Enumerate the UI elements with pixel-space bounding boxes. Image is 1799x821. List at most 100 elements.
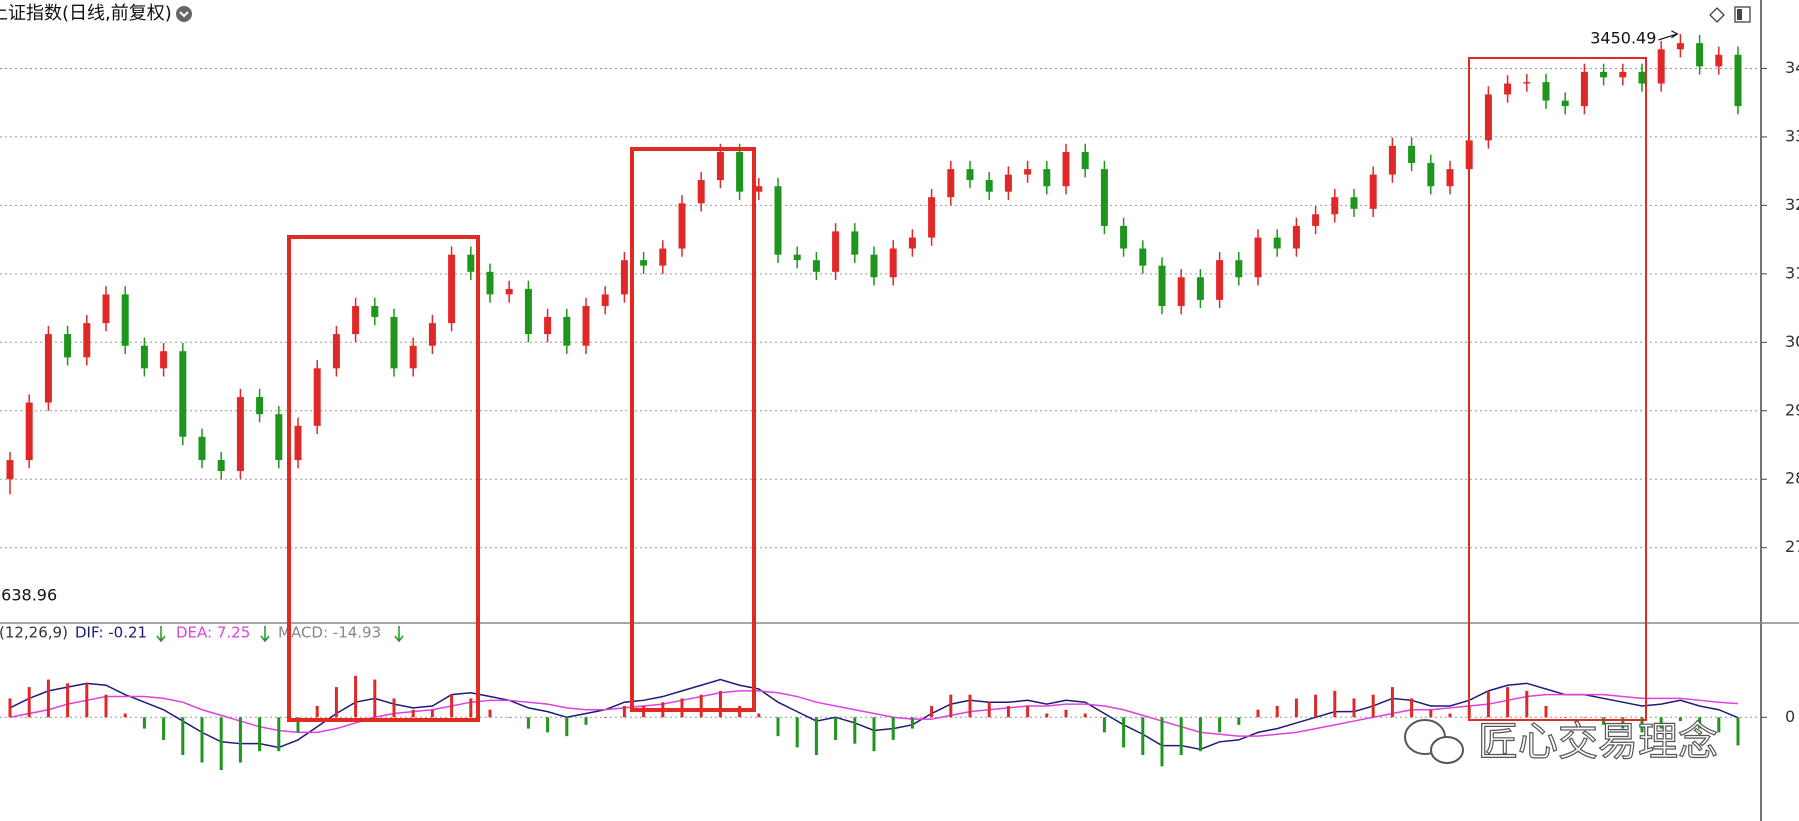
macd-bar: [1736, 717, 1740, 746]
candle-body: [736, 151, 744, 192]
macd-bar: [834, 717, 838, 740]
macd-bar: [603, 717, 607, 718]
y-tick-label: 3000: [1785, 332, 1799, 351]
legend-entry: DIF: -0.21: [75, 624, 147, 642]
candle-body: [1350, 197, 1358, 209]
macd-bar: [1352, 698, 1356, 718]
macd-bar: [162, 717, 166, 740]
macd-bar: [1640, 717, 1644, 733]
candle-body: [1504, 83, 1512, 95]
candle-body: [1561, 100, 1569, 107]
candle-body: [563, 316, 571, 346]
chart-title: 上证指数(日线,前复权): [0, 3, 172, 24]
macd-bar: [622, 705, 626, 718]
highlight-box: [287, 235, 480, 722]
y-tick-label: 2700: [1785, 537, 1799, 556]
y-tick-label: 3100: [1785, 263, 1799, 282]
macd-bar: [46, 679, 50, 718]
y-tick-label: 0: [1785, 707, 1795, 726]
macd-bar: [392, 698, 396, 718]
candle-body: [640, 260, 648, 266]
macd-bar: [776, 717, 780, 737]
macd-bar: [258, 717, 262, 752]
legend-entry: DEA: 7.25: [176, 624, 250, 642]
macd-bar: [200, 717, 204, 763]
title-menu-icon[interactable]: [176, 6, 192, 22]
y-tick-label: 2800: [1785, 469, 1799, 488]
macd-bar: [1698, 717, 1702, 729]
macd-bar: [1083, 713, 1087, 718]
panel-toggle-icon[interactable]: [1734, 6, 1751, 23]
candle-body: [121, 294, 129, 346]
candle-body: [601, 294, 609, 307]
macd-bar: [910, 717, 914, 729]
candle-body: [774, 186, 782, 255]
macd-bar: [296, 717, 300, 733]
candle-body: [1120, 225, 1128, 249]
macd-bar: [891, 717, 895, 740]
macd-bar: [1582, 717, 1586, 718]
candle-body: [1235, 260, 1243, 278]
macd-bar: [1390, 687, 1394, 718]
candle-body: [44, 334, 52, 403]
candle-body: [1676, 43, 1684, 50]
candle-body: [428, 323, 436, 346]
macd-bar: [1102, 717, 1106, 733]
macd-bar: [584, 717, 588, 725]
macd-bar: [1294, 698, 1298, 718]
candle-body: [582, 306, 590, 346]
candle-body: [1331, 197, 1339, 215]
down-arrow-icon: [394, 626, 404, 643]
macd-bar: [795, 717, 799, 748]
macd-bar: [930, 705, 934, 718]
candle-body: [1292, 225, 1300, 249]
candle-body: [486, 271, 494, 295]
macd-bar: [1717, 717, 1721, 733]
candle-body: [544, 316, 552, 335]
candle-body: [294, 425, 302, 461]
candle-body: [332, 334, 340, 369]
macd-bar: [680, 698, 684, 718]
candle-body: [1139, 248, 1147, 266]
macd-bar: [853, 717, 857, 744]
macd-bar: [1064, 709, 1068, 718]
macd-bar: [27, 687, 31, 718]
candle-body: [140, 345, 148, 369]
candle-body: [64, 334, 72, 358]
macd-bar: [1314, 694, 1318, 718]
candle-body: [467, 254, 475, 272]
y-tick-label: 3300: [1785, 126, 1799, 145]
macd-bar: [1621, 717, 1625, 729]
candle-body: [870, 254, 878, 278]
candle-body: [352, 306, 360, 335]
candle-body: [966, 169, 974, 181]
candle-body: [390, 316, 398, 369]
macd-bar: [1659, 717, 1663, 729]
macd-bar: [277, 717, 281, 752]
macd-bar: [1141, 717, 1145, 755]
candle-body: [1388, 145, 1396, 175]
max-label: 3450.49: [1590, 28, 1656, 47]
macd-bar: [565, 717, 569, 737]
candle-body: [1580, 71, 1588, 107]
macd-bar: [1371, 694, 1375, 718]
overlay: 匠心交易理念: [287, 57, 1719, 766]
candle-body: [1100, 169, 1108, 226]
legend-entry: MACD: -14.93: [278, 624, 381, 642]
macd-bar: [1198, 717, 1202, 752]
candle-body: [697, 180, 705, 204]
candle-body: [448, 254, 456, 324]
macd-bar: [1160, 717, 1164, 767]
candle-body: [1062, 151, 1070, 187]
macd-bar: [526, 717, 530, 729]
macd-bar: [123, 713, 127, 718]
macd-bar: [1525, 690, 1529, 718]
min-label: 2638.96: [0, 586, 57, 605]
candle-body: [1408, 145, 1416, 163]
diamond-icon[interactable]: [1709, 7, 1725, 23]
macd-bar: [987, 702, 991, 718]
candle-body: [1312, 214, 1320, 226]
macd-bar: [104, 694, 108, 718]
